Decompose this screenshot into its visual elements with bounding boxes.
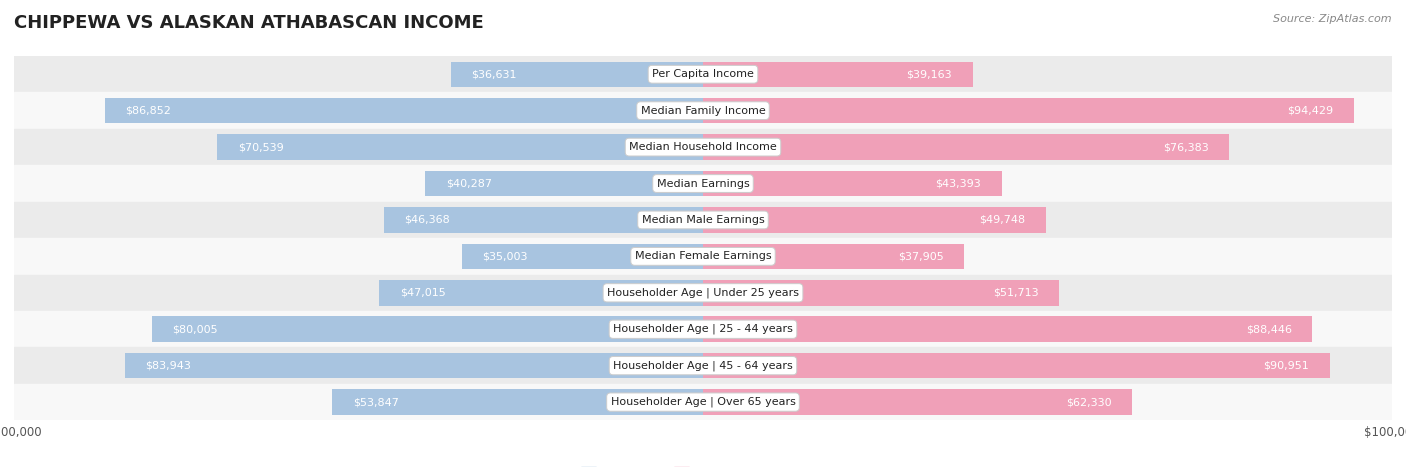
Text: Median Family Income: Median Family Income <box>641 106 765 116</box>
Text: CHIPPEWA VS ALASKAN ATHABASCAN INCOME: CHIPPEWA VS ALASKAN ATHABASCAN INCOME <box>14 14 484 32</box>
Bar <box>703 280 1059 305</box>
Bar <box>703 389 1132 415</box>
Text: $94,429: $94,429 <box>1286 106 1333 116</box>
Text: $39,163: $39,163 <box>907 69 952 79</box>
Text: $83,943: $83,943 <box>145 361 191 371</box>
Bar <box>703 62 973 87</box>
Bar <box>461 244 703 269</box>
Text: $88,446: $88,446 <box>1246 324 1292 334</box>
Bar <box>703 353 1330 378</box>
Text: $70,539: $70,539 <box>238 142 284 152</box>
Text: $62,330: $62,330 <box>1066 397 1112 407</box>
Text: $49,748: $49,748 <box>979 215 1025 225</box>
Bar <box>14 347 1392 384</box>
Text: Median Female Earnings: Median Female Earnings <box>634 251 772 262</box>
Bar <box>332 389 703 415</box>
Bar <box>703 98 1354 123</box>
Bar <box>14 129 1392 165</box>
Bar <box>380 280 703 305</box>
Text: $51,713: $51,713 <box>993 288 1039 298</box>
Bar <box>14 202 1392 238</box>
Text: Householder Age | Under 25 years: Householder Age | Under 25 years <box>607 288 799 298</box>
Bar <box>14 56 1392 92</box>
Text: $37,905: $37,905 <box>897 251 943 262</box>
Text: $53,847: $53,847 <box>353 397 398 407</box>
Text: Source: ZipAtlas.com: Source: ZipAtlas.com <box>1274 14 1392 24</box>
Text: Householder Age | Over 65 years: Householder Age | Over 65 years <box>610 397 796 407</box>
Bar <box>14 275 1392 311</box>
Bar <box>14 92 1392 129</box>
Bar <box>703 171 1002 196</box>
Bar <box>104 98 703 123</box>
Bar <box>14 384 1392 420</box>
Bar <box>703 134 1229 160</box>
Bar <box>703 207 1046 233</box>
Bar <box>703 317 1312 342</box>
Text: Per Capita Income: Per Capita Income <box>652 69 754 79</box>
Text: Median Male Earnings: Median Male Earnings <box>641 215 765 225</box>
Bar <box>152 317 703 342</box>
Text: $40,287: $40,287 <box>446 178 492 189</box>
Text: $80,005: $80,005 <box>173 324 218 334</box>
Bar <box>14 238 1392 275</box>
Text: $46,368: $46,368 <box>404 215 450 225</box>
Text: Householder Age | 45 - 64 years: Householder Age | 45 - 64 years <box>613 361 793 371</box>
Bar <box>426 171 703 196</box>
Bar <box>125 353 703 378</box>
Text: $35,003: $35,003 <box>482 251 529 262</box>
Bar <box>217 134 703 160</box>
Bar <box>14 165 1392 202</box>
Text: $36,631: $36,631 <box>471 69 517 79</box>
Bar <box>14 311 1392 347</box>
Bar <box>451 62 703 87</box>
Bar <box>384 207 703 233</box>
Bar <box>703 244 965 269</box>
Text: $76,383: $76,383 <box>1163 142 1209 152</box>
Text: $47,015: $47,015 <box>399 288 446 298</box>
Text: Median Earnings: Median Earnings <box>657 178 749 189</box>
Text: $43,393: $43,393 <box>935 178 981 189</box>
Text: $90,951: $90,951 <box>1263 361 1309 371</box>
Text: Householder Age | 25 - 44 years: Householder Age | 25 - 44 years <box>613 324 793 334</box>
Text: Median Household Income: Median Household Income <box>628 142 778 152</box>
Text: $86,852: $86,852 <box>125 106 172 116</box>
